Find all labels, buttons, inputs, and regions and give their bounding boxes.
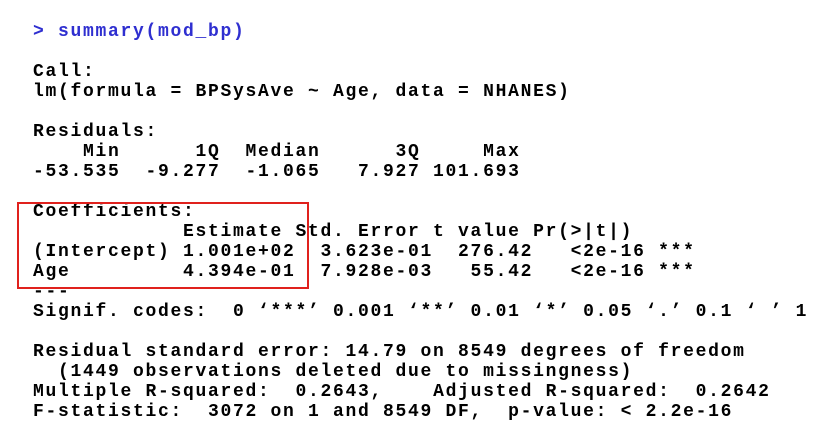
output-block: Call: lm(formula = BPSysAve ~ Age, data =… [33,62,808,102]
output-line: -53.535 -9.277 -1.065 7.927 101.693 [33,162,534,182]
output-line: Min 1Q Median 3Q Max [33,142,534,162]
output-line: Signif. codes: 0 ‘***’ 0.001 ‘**’ 0.01 ‘… [33,302,809,322]
output-block: > summary(mod_bp) [33,22,808,42]
output-line: (1449 observations deleted due to missin… [33,362,634,382]
output-line: Coefficients: [33,202,196,222]
output-block: Residual standard error: 14.79 on 8549 d… [33,342,808,422]
output-line: lm(formula = BPSysAve ~ Age, data = NHAN… [33,82,571,102]
output-block: Residuals: Min 1Q Median 3Q Max -53.535 … [33,122,808,182]
highlight-box [17,202,309,289]
output-line: F-statistic: 3072 on 1 and 8549 DF, p-va… [33,402,734,422]
output-line: Estimate Std. Error t value Pr(>|t|) [33,222,684,242]
output-line: (Intercept) 1.001e+02 3.623e-01 276.42 <… [33,242,696,262]
command-line: > summary(mod_bp) [33,22,246,42]
output-line: Age 4.394e-01 7.928e-03 55.42 <2e-16 *** [33,262,696,282]
output-line: Residuals: [33,122,159,142]
output-line: Call: [33,62,96,82]
output-line: Multiple R-squared: 0.2643, Adjusted R-s… [33,382,784,402]
output-line: Residual standard error: 14.79 on 8549 d… [33,342,746,362]
output-block: Coefficients: Estimate Std. Error t valu… [33,202,808,322]
console-output: > summary(mod_bp) Call: lm(formula = BPSys… [33,22,808,442]
